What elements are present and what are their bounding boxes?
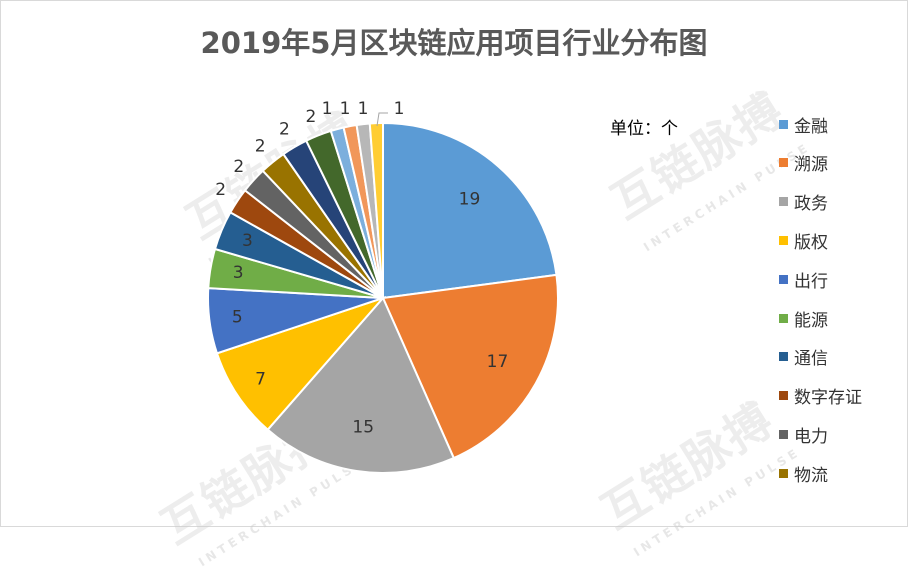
legend-swatch	[779, 235, 788, 245]
legend-label: 数字存证	[794, 388, 862, 409]
legend-swatch	[779, 352, 788, 362]
legend-swatch	[779, 197, 788, 207]
slice-value-label-11: 2	[306, 107, 317, 127]
legend-label: 版权	[794, 232, 828, 253]
legend-label: 通信	[794, 349, 828, 370]
slice-value-label-8: 2	[233, 157, 244, 177]
legend-label: 政务	[794, 194, 828, 215]
slice-value-label-14: 1	[358, 99, 369, 119]
pie-slice-15	[368, 121, 384, 299]
legend-label: 能源	[794, 310, 828, 331]
legend-item: 政务	[779, 191, 828, 215]
legend-label: 出行	[794, 271, 828, 292]
legend-label: 物流	[794, 465, 828, 486]
legend-item: 数字存证	[779, 385, 862, 409]
slice-value-label-7: 2	[215, 180, 226, 200]
slice-value-label-15: 1	[394, 99, 405, 119]
legend-item: 能源	[779, 307, 828, 331]
legend-label: 电力	[794, 426, 828, 447]
legend-swatch	[779, 274, 788, 284]
leader-line	[376, 112, 388, 127]
slice-value-label-0: 19	[459, 189, 481, 209]
slice-value-label-10: 2	[279, 120, 290, 140]
pie-slice-3	[215, 295, 387, 432]
slice-value-label-2: 15	[352, 418, 374, 438]
legend-swatch	[779, 313, 788, 323]
legend-swatch	[779, 119, 788, 129]
slice-value-label-5: 3	[233, 263, 244, 283]
legend-label: 金融	[794, 116, 828, 137]
legend-swatch	[779, 429, 788, 439]
legend-item: 电力	[779, 423, 828, 447]
legend-item: 出行	[779, 268, 828, 292]
legend-item: 通信	[779, 346, 828, 370]
slice-value-label-4: 5	[232, 307, 243, 327]
pie-slice-0	[382, 121, 558, 300]
legend-item: 金融	[779, 113, 828, 137]
pie-slice-1	[381, 273, 559, 460]
legend-swatch	[779, 391, 788, 401]
legend-item: 版权	[779, 229, 828, 253]
pie-slice-2	[266, 296, 456, 474]
unit-label: 单位：个	[610, 119, 678, 139]
legend-label: 溯源	[794, 155, 828, 176]
slice-value-label-9: 2	[255, 137, 266, 157]
slice-value-label-6: 3	[242, 231, 253, 251]
legend-item: 溯源	[779, 152, 828, 176]
slice-value-label-13: 1	[340, 99, 351, 119]
chart-title: 2019年5月区块链应用项目行业分布图	[200, 26, 708, 60]
slice-value-label-1: 17	[487, 352, 509, 372]
legend-swatch	[779, 158, 788, 168]
legend-item: 物流	[779, 462, 828, 486]
slice-value-label-3: 7	[255, 369, 266, 389]
legend-swatch	[779, 468, 788, 478]
slice-value-label-12: 1	[322, 99, 333, 119]
